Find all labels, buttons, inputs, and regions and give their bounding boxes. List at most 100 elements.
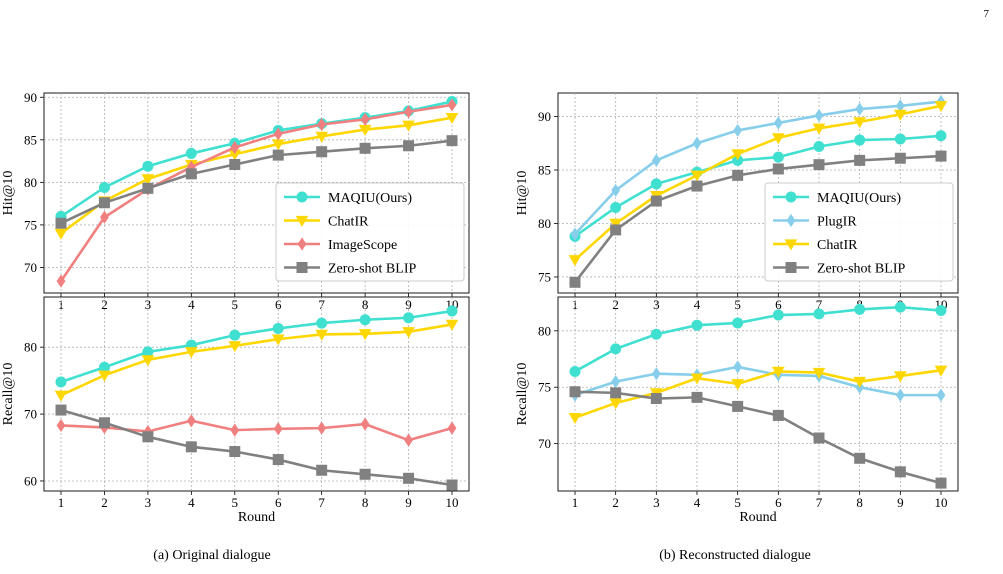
x-tick-label: 5: [734, 297, 741, 312]
y-axis-label: Hit@10: [1, 171, 16, 216]
legend-marker: [297, 237, 307, 251]
y-tick-label: 70: [24, 407, 37, 422]
data-point: [446, 135, 458, 147]
data-point: [55, 217, 67, 229]
series-maqiu-ours: [569, 130, 947, 242]
data-point: [54, 228, 68, 240]
data-point: [446, 479, 458, 491]
plot-frame: [557, 92, 959, 294]
data-point: [691, 391, 703, 403]
data-point: [359, 142, 371, 154]
data-point: [732, 169, 744, 181]
data-point: [611, 183, 621, 197]
series-line: [59, 103, 453, 282]
y-tick-label: 85: [24, 132, 37, 147]
data-point: [936, 388, 946, 402]
x-tick-label: 10: [446, 495, 459, 510]
data-point: [358, 329, 372, 341]
x-tick-label: 7: [318, 297, 325, 312]
series-zero-shot-blip: [55, 135, 458, 229]
series-chatir: [568, 101, 948, 267]
data-point: [360, 112, 370, 126]
legend-marker: [784, 239, 798, 251]
data-point: [772, 151, 784, 163]
data-point: [814, 108, 824, 123]
data-point: [229, 446, 241, 458]
data-point: [56, 418, 66, 433]
y-tick-label: 75: [538, 380, 551, 395]
x-tick-label: 7: [318, 495, 325, 510]
x-tick-label: 3: [145, 495, 152, 510]
x-tick-label: 6: [275, 297, 282, 312]
series-line: [60, 309, 453, 384]
data-point: [55, 404, 67, 416]
data-point: [229, 329, 241, 341]
data-point: [359, 314, 371, 326]
data-point: [854, 134, 866, 146]
data-point: [610, 224, 622, 236]
x-tick-label: 8: [856, 495, 863, 510]
x-tick-label: 8: [362, 495, 369, 510]
data-point: [934, 101, 948, 113]
x-tick-label: 1: [58, 297, 65, 312]
series-imagescope: [56, 98, 457, 288]
data-point: [403, 140, 415, 152]
legend-box: [764, 182, 954, 282]
data-point: [185, 441, 197, 453]
series-line: [60, 323, 453, 397]
series-line: [574, 104, 942, 261]
chart-b-hit: 1234567891075808590Hit@10MAQIU(Ours)Plug…: [515, 92, 959, 312]
y-tick-label: 75: [24, 217, 37, 232]
series-line: [574, 365, 941, 397]
y-tick-label: 70: [538, 436, 551, 451]
y-tick-label: 85: [538, 163, 551, 178]
legend-marker: [296, 191, 308, 203]
data-point: [935, 305, 947, 317]
x-tick-label: 9: [405, 495, 412, 510]
data-point: [316, 464, 328, 476]
data-point: [230, 140, 240, 155]
page-number: 7: [983, 8, 990, 20]
x-tick-label: 5: [734, 495, 741, 510]
x-tick-label: 2: [101, 495, 108, 510]
data-point: [98, 370, 111, 382]
x-tick-label: 2: [612, 495, 619, 510]
x-tick-label: 9: [405, 297, 412, 312]
data-point: [813, 308, 825, 320]
data-point: [142, 182, 154, 194]
legend: MAQIU(Ours) PlugIR ChatIR Zero-shot BLIP: [764, 182, 954, 282]
series-plugir: [570, 94, 946, 241]
series-line: [574, 100, 942, 236]
data-point: [611, 374, 621, 389]
data-point: [690, 170, 704, 182]
legend-label: ChatIR: [328, 215, 369, 230]
series-line: [60, 139, 453, 225]
data-point: [650, 195, 662, 207]
x-tick-label: 1: [572, 297, 579, 312]
data-point: [141, 355, 155, 367]
data-point: [610, 343, 622, 355]
data-point: [570, 227, 580, 241]
series-zero-shot-blip: [569, 386, 947, 489]
data-point: [445, 113, 459, 125]
data-point: [691, 319, 703, 331]
data-point: [316, 146, 328, 158]
data-point: [185, 168, 197, 180]
x-tick-label: 2: [612, 297, 619, 312]
y-tick-label: 75: [538, 269, 551, 284]
x-tick-label: 3: [653, 297, 660, 312]
series-zero-shot-blip: [569, 150, 947, 288]
y-tick-label: 80: [24, 175, 37, 190]
data-point: [895, 99, 905, 113]
data-point: [895, 388, 905, 402]
data-point: [317, 421, 327, 435]
data-point: [732, 400, 744, 412]
data-point: [447, 421, 457, 435]
legend-label: ImageScope: [328, 238, 397, 253]
x-tick-label: 6: [275, 495, 282, 510]
data-point: [271, 139, 285, 151]
data-point: [272, 149, 284, 161]
data-point: [272, 322, 284, 334]
data-point: [773, 116, 783, 130]
